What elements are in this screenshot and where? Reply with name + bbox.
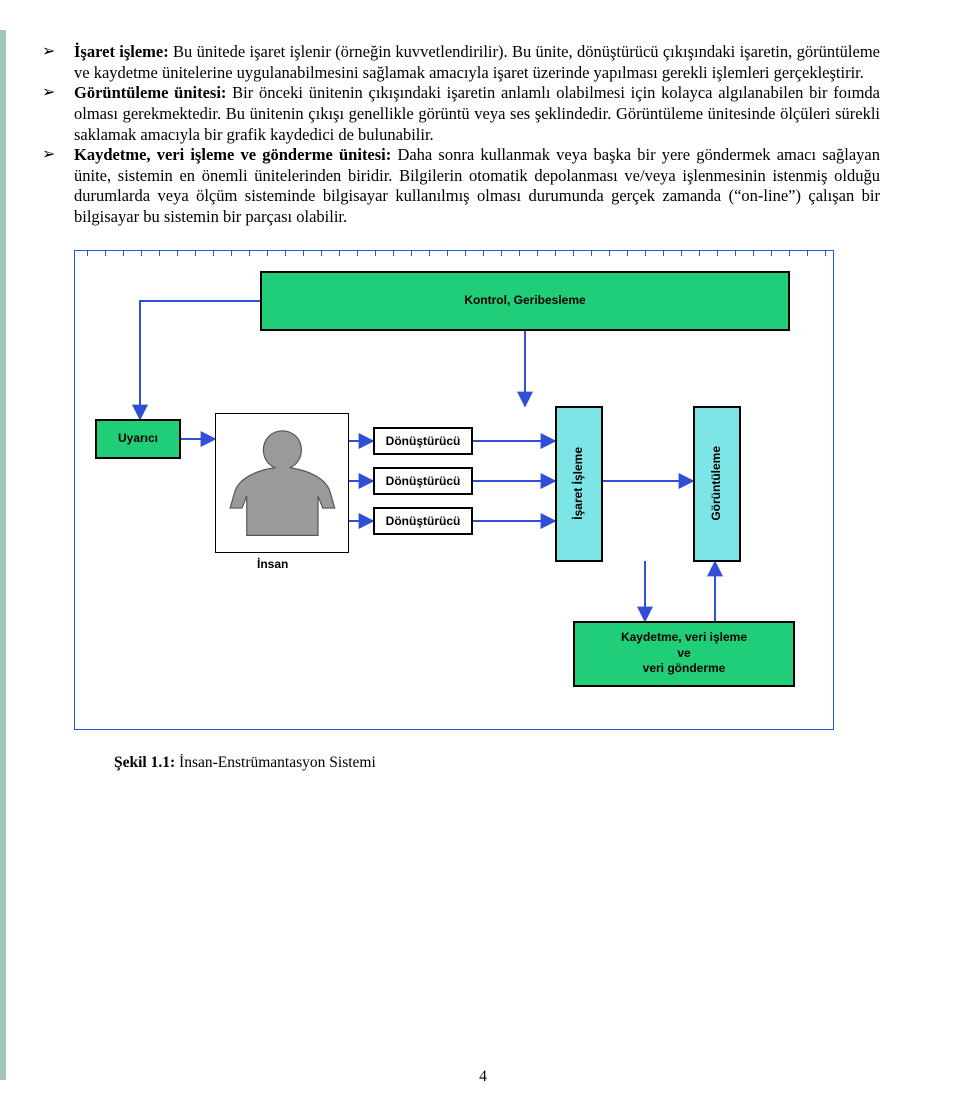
box-control-feedback: Kontrol, Geribesleme	[260, 271, 790, 331]
caption-body: İnsan-Enstrümantasyon Sistemi	[175, 754, 376, 771]
bullet-lead: İşaret işleme:	[74, 42, 169, 61]
box-label: İşaret İşleme	[571, 447, 587, 520]
caption-lead: Şekil 1.1:	[114, 754, 175, 771]
box-stimulus: Uyarıcı	[95, 419, 181, 459]
diagram-canvas: Kontrol, Geribesleme Uyarıcı Dönüştürücü…	[74, 250, 834, 730]
box-transducer-3: Dönüştürücü	[373, 507, 473, 535]
torso-icon	[223, 421, 342, 545]
box-transducer-1: Dönüştürücü	[373, 427, 473, 455]
bullet-item: Görüntüleme ünitesi: Bir önceki ünitenin…	[34, 83, 880, 145]
box-label: Dönüştürücü	[386, 514, 461, 528]
box-transducer-2: Dönüştürücü	[373, 467, 473, 495]
bullet-item: İşaret işleme: Bu ünitede işaret işlenir…	[34, 42, 880, 83]
page-number: 4	[479, 1068, 487, 1086]
bullet-lead: Görüntüleme ünitesi:	[74, 83, 226, 102]
bullet-item: Kaydetme, veri işleme ve gönderme ünites…	[34, 145, 880, 228]
figure-caption: Şekil 1.1: İnsan-Enstrümantasyon Sistemi	[114, 754, 834, 772]
box-label: Kontrol, Geribesleme	[464, 293, 585, 309]
box-recording: Kaydetme, veri işleme ve veri gönderme	[573, 621, 795, 687]
box-label: Görüntüleme	[709, 446, 725, 521]
page: İşaret işleme: Bu ünitede işaret işlenir…	[0, 30, 960, 1080]
box-label: Kaydetme, veri işleme ve veri gönderme	[621, 630, 747, 677]
figure: Kontrol, Geribesleme Uyarıcı Dönüştürücü…	[74, 250, 834, 772]
box-label: Dönüştürücü	[386, 434, 461, 448]
box-label: Dönüştürücü	[386, 474, 461, 488]
bullet-list: İşaret işleme: Bu ünitede işaret işlenir…	[34, 42, 880, 228]
bullet-lead: Kaydetme, veri işleme ve gönderme ünites…	[74, 145, 391, 164]
bullet-body: Bu ünitede işaret işlenir (örneğin kuvve…	[74, 42, 880, 82]
human-label: İnsan	[257, 557, 288, 571]
box-signal-processing: İşaret İşleme	[555, 406, 603, 562]
box-display: Görüntüleme	[693, 406, 741, 562]
human-figure	[215, 413, 349, 553]
box-label: Uyarıcı	[118, 431, 158, 447]
